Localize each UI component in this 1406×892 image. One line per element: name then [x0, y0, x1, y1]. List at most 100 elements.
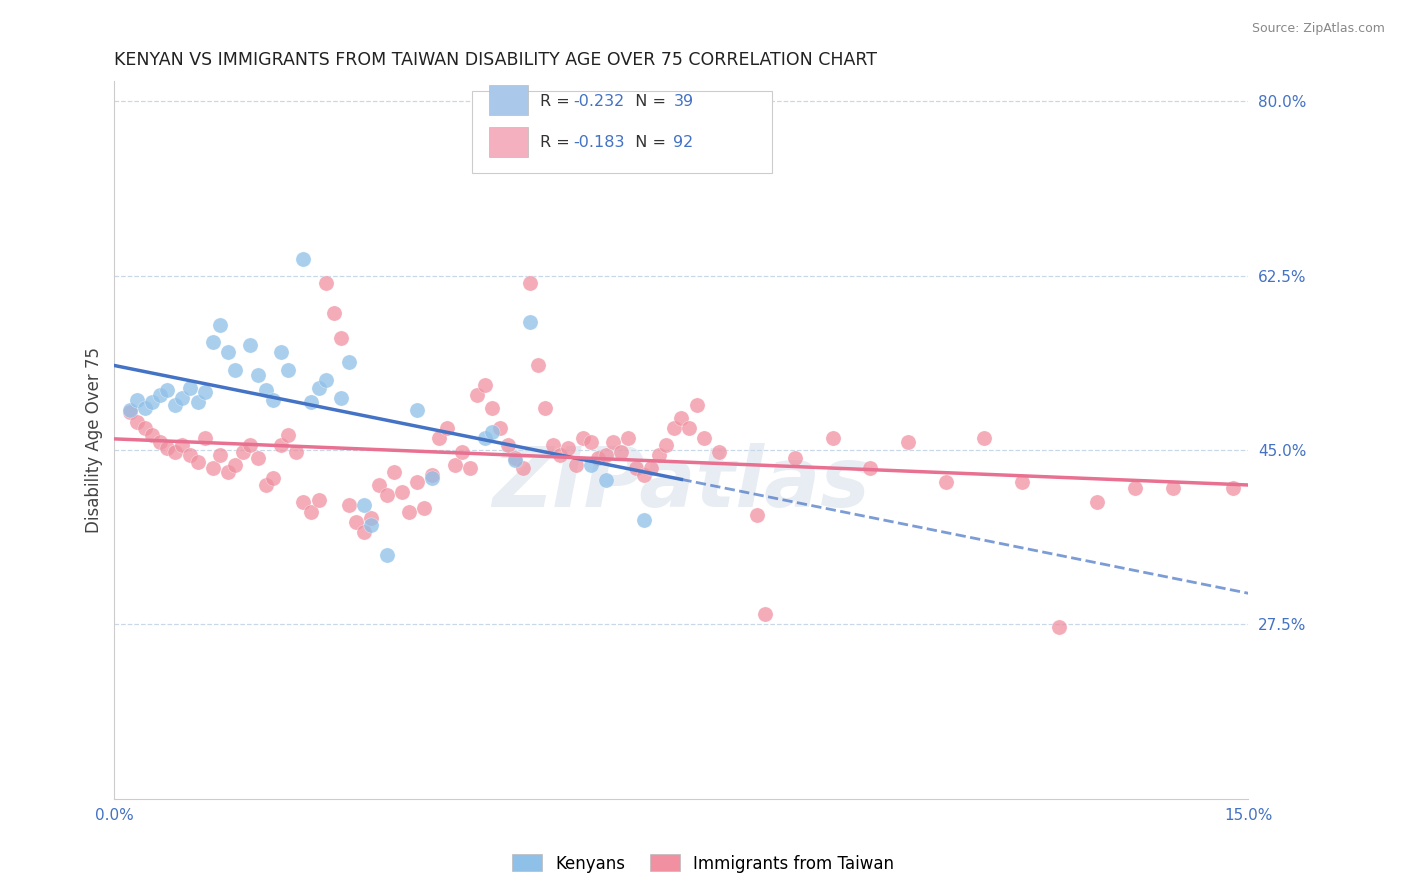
Point — [270, 438, 292, 452]
Point — [859, 461, 882, 475]
Point — [595, 473, 617, 487]
Point — [270, 345, 292, 359]
Y-axis label: Disability Age Over 75: Disability Age Over 75 — [86, 347, 103, 533]
Point — [187, 395, 209, 409]
Point — [420, 471, 443, 485]
Point — [292, 495, 315, 509]
Point — [315, 276, 337, 290]
Point — [391, 484, 413, 499]
Point — [534, 401, 557, 416]
Point — [783, 450, 806, 465]
Point — [405, 475, 427, 489]
Point — [368, 478, 391, 492]
Point — [254, 383, 277, 397]
Point — [277, 363, 299, 377]
Point — [579, 435, 602, 450]
FancyBboxPatch shape — [489, 127, 529, 157]
Point — [179, 381, 201, 395]
Point — [375, 488, 398, 502]
Text: 39: 39 — [673, 94, 693, 109]
Point — [436, 421, 458, 435]
Point — [187, 455, 209, 469]
Text: 92: 92 — [673, 135, 693, 150]
Text: Source: ZipAtlas.com: Source: ZipAtlas.com — [1251, 22, 1385, 36]
Text: KENYAN VS IMMIGRANTS FROM TAIWAN DISABILITY AGE OVER 75 CORRELATION CHART: KENYAN VS IMMIGRANTS FROM TAIWAN DISABIL… — [114, 51, 877, 69]
Point — [247, 368, 270, 383]
Point — [149, 435, 172, 450]
Point — [1161, 481, 1184, 495]
Text: N =: N = — [624, 94, 671, 109]
Point — [519, 276, 541, 290]
Point — [330, 391, 353, 405]
Point — [209, 318, 232, 333]
Point — [322, 305, 344, 319]
Point — [935, 475, 957, 489]
Point — [217, 465, 239, 479]
Point — [595, 448, 617, 462]
Point — [224, 458, 246, 472]
Legend: Kenyans, Immigrants from Taiwan: Kenyans, Immigrants from Taiwan — [505, 847, 901, 880]
Point — [420, 467, 443, 482]
Point — [496, 438, 519, 452]
Point — [1011, 475, 1033, 489]
Point — [292, 252, 315, 266]
Point — [1047, 620, 1070, 634]
Point — [588, 450, 610, 465]
Point — [337, 498, 360, 512]
Point — [572, 431, 595, 445]
Point — [481, 401, 503, 416]
Point — [172, 438, 194, 452]
Point — [299, 505, 322, 519]
Point — [973, 431, 995, 445]
Point — [360, 517, 382, 532]
Point — [201, 335, 224, 350]
Point — [678, 421, 700, 435]
Point — [141, 428, 163, 442]
Text: -0.232: -0.232 — [574, 94, 624, 109]
Point — [194, 385, 217, 400]
Point — [344, 515, 367, 529]
Point — [156, 441, 179, 455]
Point — [685, 398, 707, 412]
Point — [127, 393, 149, 408]
Point — [443, 458, 465, 472]
Point — [201, 461, 224, 475]
Point — [610, 445, 633, 459]
Point — [754, 607, 776, 622]
Point — [172, 391, 194, 405]
Point — [624, 461, 647, 475]
Point — [337, 355, 360, 369]
Point — [254, 478, 277, 492]
Point — [149, 388, 172, 402]
Point — [141, 395, 163, 409]
Point — [134, 401, 156, 416]
Point — [118, 405, 141, 419]
Point — [1123, 481, 1146, 495]
Point — [217, 345, 239, 359]
Point — [633, 513, 655, 527]
Point — [541, 438, 564, 452]
Point — [693, 431, 716, 445]
Point — [474, 431, 496, 445]
Point — [308, 381, 330, 395]
Point — [262, 471, 284, 485]
Text: -0.183: -0.183 — [574, 135, 626, 150]
Point — [429, 431, 451, 445]
Point — [330, 331, 353, 345]
Point — [526, 359, 548, 373]
Text: R =: R = — [540, 94, 575, 109]
Point — [481, 425, 503, 439]
FancyBboxPatch shape — [489, 86, 529, 115]
Point — [550, 448, 572, 462]
Point — [474, 378, 496, 392]
Point — [194, 431, 217, 445]
Point — [465, 388, 488, 402]
Point — [299, 395, 322, 409]
Point — [709, 445, 731, 459]
Point — [353, 498, 375, 512]
Point — [633, 467, 655, 482]
Point — [655, 438, 678, 452]
Text: ZIPatlas: ZIPatlas — [492, 442, 870, 524]
Point — [662, 421, 685, 435]
Point — [239, 338, 262, 352]
